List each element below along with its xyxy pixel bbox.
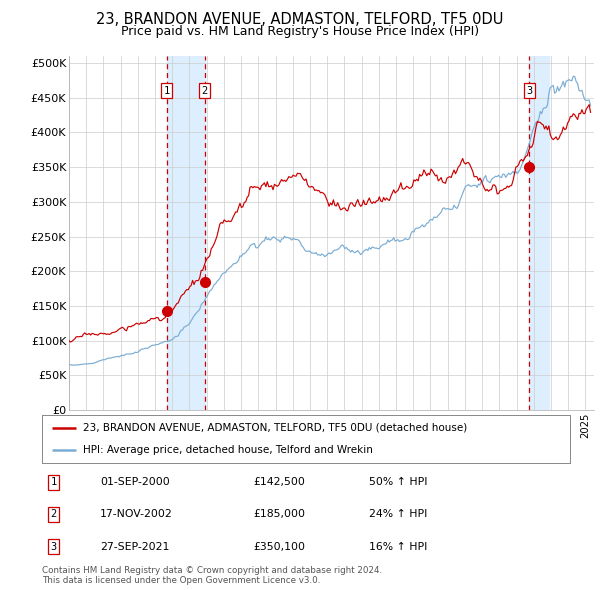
Text: 1: 1 xyxy=(163,86,170,96)
Text: 24% ↑ HPI: 24% ↑ HPI xyxy=(370,510,428,519)
Text: 27-SEP-2021: 27-SEP-2021 xyxy=(100,542,169,552)
Text: This data is licensed under the Open Government Licence v3.0.: This data is licensed under the Open Gov… xyxy=(42,576,320,585)
Text: HPI: Average price, detached house, Telford and Wrekin: HPI: Average price, detached house, Telf… xyxy=(83,445,373,455)
Text: 01-SEP-2000: 01-SEP-2000 xyxy=(100,477,170,487)
Text: 3: 3 xyxy=(50,542,57,552)
Text: 3: 3 xyxy=(526,86,532,96)
Bar xyxy=(529,56,549,410)
Text: 1: 1 xyxy=(50,477,57,487)
Text: 23, BRANDON AVENUE, ADMASTON, TELFORD, TF5 0DU: 23, BRANDON AVENUE, ADMASTON, TELFORD, T… xyxy=(97,12,503,27)
Text: Contains HM Land Registry data © Crown copyright and database right 2024.: Contains HM Land Registry data © Crown c… xyxy=(42,566,382,575)
Text: 2: 2 xyxy=(202,86,208,96)
Text: 50% ↑ HPI: 50% ↑ HPI xyxy=(370,477,428,487)
Text: 17-NOV-2002: 17-NOV-2002 xyxy=(100,510,173,519)
Text: Price paid vs. HM Land Registry's House Price Index (HPI): Price paid vs. HM Land Registry's House … xyxy=(121,25,479,38)
Text: £350,100: £350,100 xyxy=(253,542,305,552)
Text: £142,500: £142,500 xyxy=(253,477,305,487)
Text: 16% ↑ HPI: 16% ↑ HPI xyxy=(370,542,428,552)
Text: 23, BRANDON AVENUE, ADMASTON, TELFORD, TF5 0DU (detached house): 23, BRANDON AVENUE, ADMASTON, TELFORD, T… xyxy=(83,423,467,433)
Bar xyxy=(167,56,205,410)
Text: £185,000: £185,000 xyxy=(253,510,305,519)
Text: 2: 2 xyxy=(50,510,57,519)
